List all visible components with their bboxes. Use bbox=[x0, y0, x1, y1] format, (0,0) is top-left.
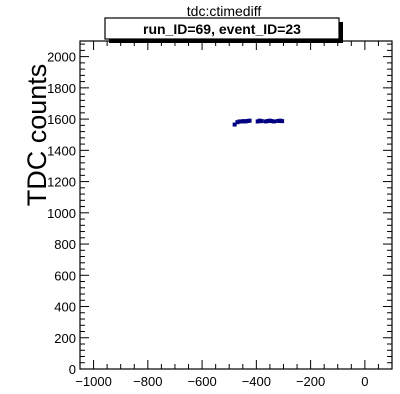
y-tick-label: 2000 bbox=[47, 50, 76, 65]
y-tick-label: 200 bbox=[54, 331, 76, 346]
data-point bbox=[239, 119, 244, 124]
x-tick-label: −800 bbox=[133, 374, 162, 389]
data-point bbox=[247, 118, 252, 123]
data-point bbox=[232, 122, 237, 127]
y-axis-label: TDC counts bbox=[22, 64, 52, 207]
data-point bbox=[235, 120, 240, 125]
data-point bbox=[243, 119, 248, 124]
y-tick-label: 600 bbox=[54, 268, 76, 283]
x-tick-label: −1000 bbox=[75, 374, 112, 389]
data-point bbox=[259, 119, 264, 124]
y-tick-label: 1200 bbox=[47, 175, 76, 190]
y-tick-label: 1400 bbox=[47, 143, 76, 158]
data-point bbox=[276, 118, 281, 123]
data-point bbox=[280, 119, 285, 124]
y-tick-label: 1800 bbox=[47, 81, 76, 96]
x-tick-label: −600 bbox=[187, 374, 216, 389]
plot-frame bbox=[79, 40, 393, 370]
y-tick-label: 1000 bbox=[47, 206, 76, 221]
data-point bbox=[263, 119, 268, 124]
x-tick-label: −400 bbox=[242, 374, 271, 389]
x-tick-label: 0 bbox=[361, 374, 368, 389]
y-tick-label: 0 bbox=[69, 362, 76, 377]
data-point bbox=[269, 119, 274, 124]
y-tick-label: 800 bbox=[54, 237, 76, 252]
y-tick-label: 1600 bbox=[47, 112, 76, 127]
chart-subtitle: run_ID=69, event_ID=23 bbox=[143, 21, 301, 37]
chart-title: tdc:ctimediff bbox=[187, 3, 262, 19]
title-box bbox=[104, 17, 340, 40]
data-point bbox=[257, 118, 262, 123]
data-point bbox=[271, 119, 276, 124]
y-tick-label: 400 bbox=[54, 300, 76, 315]
x-tick-label: −200 bbox=[296, 374, 325, 389]
